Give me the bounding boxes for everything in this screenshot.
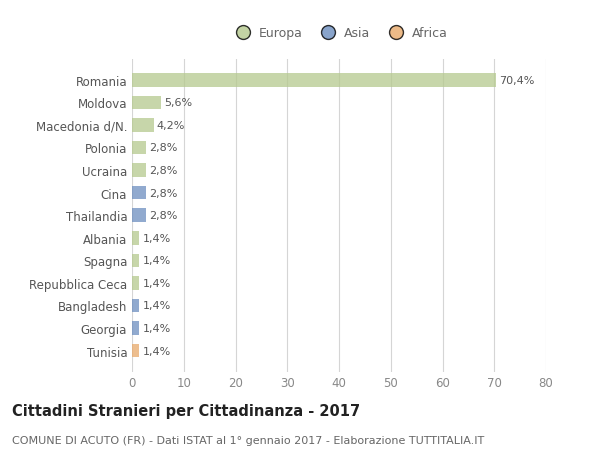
Text: 2,8%: 2,8% bbox=[149, 188, 178, 198]
Bar bbox=[132, 96, 161, 110]
Text: 2,8%: 2,8% bbox=[149, 166, 178, 176]
Legend: Europa, Asia, Africa: Europa, Asia, Africa bbox=[226, 22, 452, 45]
Text: 2,8%: 2,8% bbox=[149, 143, 178, 153]
Text: 1,4%: 1,4% bbox=[142, 233, 170, 243]
Text: 5,6%: 5,6% bbox=[164, 98, 192, 108]
Text: 1,4%: 1,4% bbox=[142, 256, 170, 266]
Text: 1,4%: 1,4% bbox=[142, 301, 170, 311]
Bar bbox=[132, 74, 496, 87]
Bar bbox=[132, 186, 146, 200]
Text: 4,2%: 4,2% bbox=[157, 121, 185, 131]
Text: COMUNE DI ACUTO (FR) - Dati ISTAT al 1° gennaio 2017 - Elaborazione TUTTITALIA.I: COMUNE DI ACUTO (FR) - Dati ISTAT al 1° … bbox=[12, 435, 484, 445]
Text: 1,4%: 1,4% bbox=[142, 346, 170, 356]
Bar bbox=[132, 164, 146, 178]
Text: Cittadini Stranieri per Cittadinanza - 2017: Cittadini Stranieri per Cittadinanza - 2… bbox=[12, 403, 360, 419]
Text: 1,4%: 1,4% bbox=[142, 323, 170, 333]
Bar bbox=[132, 322, 139, 335]
Text: 1,4%: 1,4% bbox=[142, 278, 170, 288]
Bar bbox=[132, 209, 146, 223]
Bar bbox=[132, 119, 154, 132]
Bar bbox=[132, 299, 139, 313]
Bar bbox=[132, 141, 146, 155]
Bar bbox=[132, 276, 139, 290]
Bar bbox=[132, 254, 139, 268]
Text: 70,4%: 70,4% bbox=[499, 76, 535, 85]
Text: 2,8%: 2,8% bbox=[149, 211, 178, 221]
Bar bbox=[132, 344, 139, 358]
Bar bbox=[132, 231, 139, 245]
